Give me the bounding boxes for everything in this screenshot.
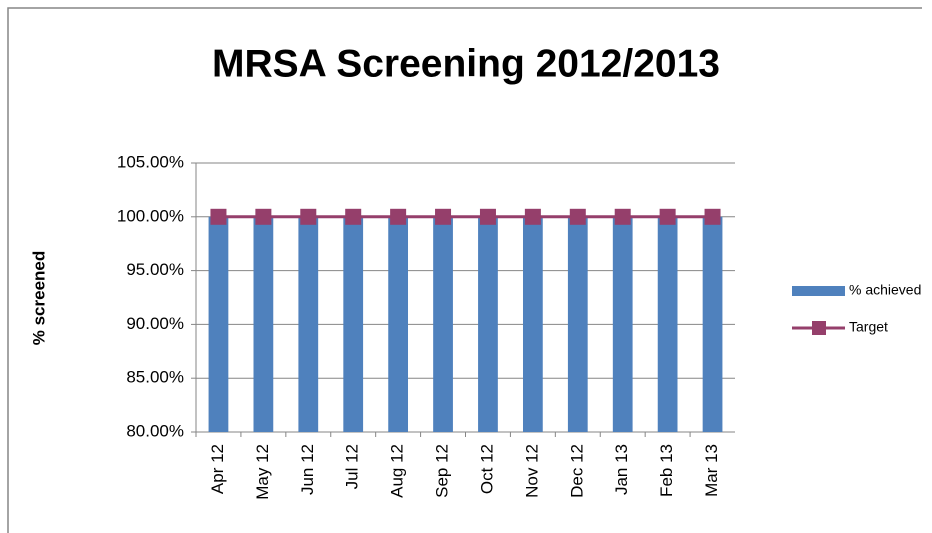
marker (255, 208, 272, 225)
bar (253, 216, 274, 432)
legend-swatch (812, 321, 826, 335)
marker (569, 208, 586, 225)
bar (702, 216, 723, 432)
legend-label: % achieved (849, 282, 921, 298)
marker (524, 208, 541, 225)
marker (659, 208, 676, 225)
marker (479, 208, 496, 225)
y-tick-label: 85.00% (126, 368, 184, 387)
marker (345, 208, 362, 225)
y-tick-label: 100.00% (117, 206, 184, 225)
x-tick-label: Aug 12 (388, 444, 407, 498)
y-tick-label: 90.00% (126, 314, 184, 333)
bar (343, 216, 364, 432)
x-tick-label: Dec 12 (567, 444, 586, 498)
marker (210, 208, 227, 225)
legend-label: Target (849, 319, 888, 335)
bar (657, 216, 678, 432)
x-tick-label: Feb 13 (657, 444, 676, 497)
x-tick-label: Jan 13 (612, 444, 631, 495)
x-tick-label: Jul 12 (343, 444, 362, 489)
legend-swatch (792, 286, 845, 296)
marker (435, 208, 452, 225)
bar (478, 216, 498, 432)
x-tick-label: Sep 12 (433, 444, 452, 498)
y-tick-label: 80.00% (126, 421, 184, 440)
x-tick-label: May 12 (253, 444, 272, 500)
bar (612, 216, 633, 432)
x-tick-label: Jun 12 (298, 444, 317, 495)
y-tick-label: 105.00% (117, 152, 184, 171)
x-tick-label: Nov 12 (522, 444, 541, 498)
bar (298, 216, 319, 432)
x-tick-label: Oct 12 (477, 444, 496, 494)
bar (567, 216, 588, 432)
bar (522, 216, 543, 432)
bar (208, 216, 229, 432)
chart-title: MRSA Screening 2012/2013 (212, 42, 720, 85)
y-axis-label: % screened (29, 251, 48, 346)
x-tick-label: Apr 12 (208, 444, 227, 494)
marker (390, 208, 407, 225)
marker (300, 208, 317, 225)
x-tick-label: Mar 13 (702, 444, 721, 497)
chart-frame (7, 7, 922, 533)
marker (614, 208, 631, 225)
bar (388, 216, 409, 432)
bar (433, 216, 453, 432)
y-tick-label: 95.00% (126, 260, 184, 279)
marker (704, 208, 721, 225)
